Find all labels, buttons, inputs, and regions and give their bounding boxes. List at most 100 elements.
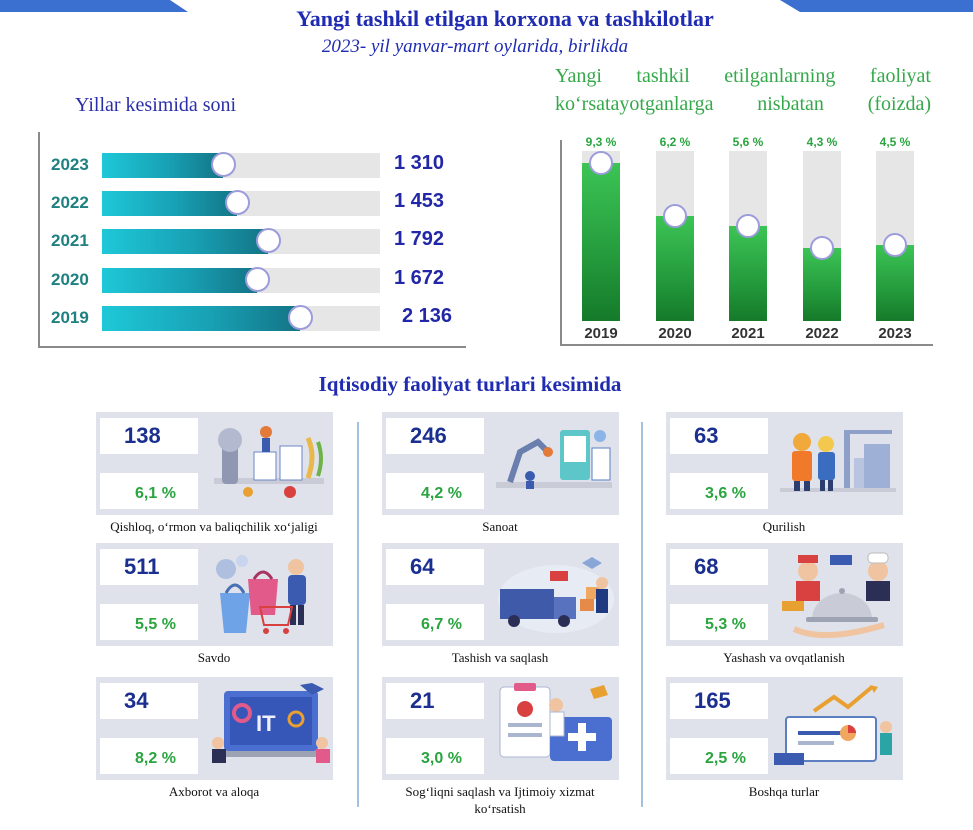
sector-card: 64 6,7 %	[382, 543, 619, 646]
sector-percent: 5,3 %	[670, 604, 768, 640]
data-label: 1 310	[394, 152, 445, 174]
industry-icon	[490, 418, 616, 510]
sector-count: 64	[386, 549, 484, 585]
bar	[102, 153, 224, 178]
sector-label: Axborot va aloqa	[168, 784, 260, 799]
vbar-chart-title: Yangi tashkil etilganlarning faoliyat ko…	[555, 65, 931, 115]
shopping-icon	[204, 549, 330, 641]
category-label: 2020	[658, 325, 692, 342]
bar-track	[102, 152, 380, 178]
data-label: 6,2 %	[659, 135, 691, 149]
top-decoration	[0, 0, 973, 12]
sector-count: 511	[100, 549, 198, 585]
bar-marker	[287, 305, 313, 330]
sector-percent: 6,1 %	[100, 473, 198, 509]
sector-count: 63	[670, 418, 768, 454]
category-label: 2019	[584, 325, 618, 342]
bar-marker	[736, 213, 760, 238]
bar-row: 2019 2 136	[40, 303, 468, 333]
hotel-food-icon	[774, 549, 900, 641]
sector-label: Sog‘liqni saqlash va Ijtimoiy xizmat ko‘…	[405, 784, 595, 816]
sector-label: Qurilish	[762, 519, 806, 534]
bar-track	[102, 228, 380, 254]
data-label: 1 453	[394, 190, 445, 212]
sector-card: 246 4,2 %	[382, 412, 619, 515]
category-label: 2022	[805, 325, 839, 342]
hbar-chart-title: Yillar kesimida soni	[75, 94, 237, 116]
category-label: 2022	[51, 193, 89, 212]
bar-marker	[256, 228, 282, 253]
category-label: 2023	[51, 155, 89, 174]
bar-track: 6,2 %	[656, 135, 694, 321]
agriculture-icon	[204, 418, 330, 510]
bar-marker	[211, 152, 237, 177]
bar-row: 2020 1 672	[40, 265, 468, 295]
construction-icon	[774, 418, 900, 510]
bar-row: 2021 1 792	[40, 226, 468, 256]
sector-card: 63 3,6 %	[666, 412, 903, 515]
category-label: 2019	[51, 308, 89, 327]
sector-percent: 2,5 %	[670, 738, 768, 774]
column-divider	[357, 422, 359, 807]
sector-percent: 6,7 %	[386, 604, 484, 640]
sector-label: Boshqa turlar	[748, 784, 820, 799]
svg-text:IT: IT	[256, 711, 276, 736]
bar	[656, 215, 694, 321]
bar	[729, 225, 767, 321]
sector-percent: 4,2 %	[386, 473, 484, 509]
bar-track	[102, 190, 380, 216]
category-label: 2020	[51, 270, 89, 289]
hbar-chart: 2023 1 310 2022 1 453 2021 1 792 2020 1 672 2019…	[38, 132, 466, 348]
bar	[102, 268, 257, 293]
data-label: 9,3 %	[585, 135, 617, 149]
data-label: 1 792	[394, 228, 445, 250]
sector-percent: 3,0 %	[386, 738, 484, 774]
bar-row: 2023 1 310	[40, 150, 468, 180]
sector-label: Savdo	[197, 650, 231, 665]
bar	[102, 306, 300, 331]
bar-track: 9,3 %	[582, 135, 620, 321]
sector-label: Tashish va saqlash	[451, 650, 549, 665]
sector-percent: 5,5 %	[100, 604, 198, 640]
bar-track: 4,5 %	[876, 135, 914, 321]
sector-percent: 3,6 %	[670, 473, 768, 509]
bar	[582, 162, 620, 321]
page-subtitle: 2023- yil yanvar-mart oylarida, birlikda	[321, 36, 629, 57]
sector-card: 21 3,0 %	[382, 677, 619, 780]
sector-card: 34 8,2 % IT	[96, 677, 333, 780]
sector-count: 21	[386, 683, 484, 719]
bar-marker	[589, 150, 613, 175]
sector-count: 68	[670, 549, 768, 585]
category-label: 2021	[51, 231, 89, 250]
bar-track	[102, 267, 380, 293]
bar-marker	[810, 235, 834, 260]
sector-card: 165 2,5 %	[666, 677, 903, 780]
page-title: Yangi tashkil etilgan korxona va tashkil…	[296, 6, 714, 31]
sector-count: 246	[386, 418, 484, 454]
sector-count: 138	[100, 418, 198, 454]
data-label: 4,5 %	[879, 135, 911, 149]
category-label: 2023	[878, 325, 912, 342]
data-label: 4,3 %	[806, 135, 838, 149]
sector-label: Qishloq, o‘rmon va baliqchilik xo‘jaligi	[110, 519, 318, 534]
sector-percent: 8,2 %	[100, 738, 198, 774]
analytics-icon	[774, 683, 900, 775]
sector-card: 68 5,3 %	[666, 543, 903, 646]
medical-icon	[490, 683, 616, 775]
bar-marker	[883, 232, 907, 257]
bar-track	[102, 305, 380, 331]
bar-track: 4,3 %	[803, 135, 841, 321]
sectors-title: Iqtisodiy faoliyat turlari kesimida	[318, 372, 622, 396]
sector-label: Sanoat	[482, 519, 518, 534]
bar	[102, 191, 237, 216]
bar-marker	[224, 190, 250, 215]
data-label: 5,6 %	[732, 135, 764, 149]
bar	[102, 229, 269, 254]
logistics-icon	[490, 549, 616, 641]
bar-marker	[663, 203, 687, 228]
bar-track: 5,6 %	[729, 135, 767, 321]
bar	[876, 244, 914, 321]
sector-label: Yashash va ovqatlanish	[723, 650, 845, 665]
data-label: 1 672	[394, 267, 445, 289]
bar-marker	[244, 267, 270, 292]
